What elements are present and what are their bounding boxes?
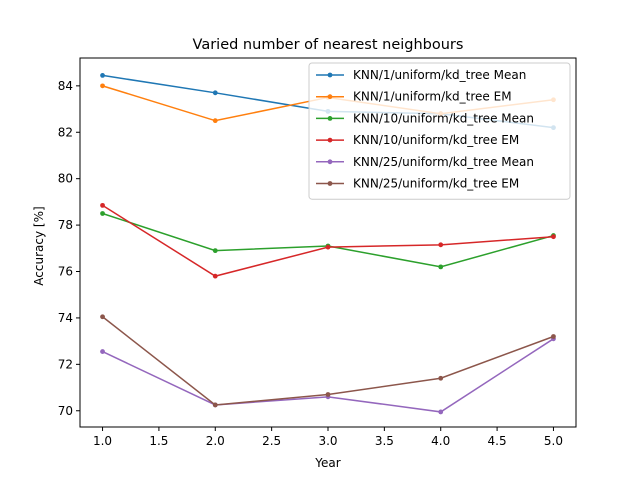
x-tick-label: 2.0 <box>206 434 225 448</box>
data-point <box>551 334 556 339</box>
y-tick-label: 70 <box>58 404 73 418</box>
series-line <box>102 212 554 268</box>
y-axis-title: Accuracy [%] <box>32 206 46 285</box>
x-axis-title: Year <box>314 456 340 470</box>
y-tick-label: 76 <box>58 265 73 279</box>
legend-swatch-marker <box>327 159 333 165</box>
legend-label: KNN/10/uniform/kd_tree EM <box>353 133 519 147</box>
legend-item: KNN/25/uniform/kd_tree Mean <box>316 155 534 169</box>
series-line <box>102 338 554 413</box>
data-point <box>438 242 444 248</box>
legend-item: KNN/1/uniform/kd_tree EM <box>316 90 512 104</box>
legend-frame <box>308 62 571 200</box>
legend-label: KNN/1/uniform/kd_tree Mean <box>353 68 526 82</box>
legend-item: KNN/10/uniform/kd_tree EM <box>316 133 519 147</box>
data-point <box>100 83 105 89</box>
legend-swatch-marker <box>327 181 333 186</box>
data-point <box>438 375 444 381</box>
y-tick-label: 78 <box>58 218 73 232</box>
y-tick-label: 74 <box>58 311 73 325</box>
legend-item: KNN/25/uniform/kd_tree EM <box>316 177 519 191</box>
legend-label: KNN/10/uniform/kd_tree Mean <box>353 111 534 125</box>
x-tick-label: 1.5 <box>149 434 168 448</box>
data-point <box>100 202 105 208</box>
data-point <box>100 349 105 354</box>
series-6 <box>100 314 556 408</box>
data-point <box>100 211 105 216</box>
x-tick-label: 3.0 <box>318 434 337 448</box>
x-tick-label: 1.0 <box>93 434 112 448</box>
series-5 <box>100 336 556 415</box>
legend-label: KNN/25/uniform/kd_tree EM <box>353 177 519 191</box>
data-point <box>212 402 218 408</box>
chart-title: Varied number of nearest neighbours <box>193 37 464 53</box>
x-tick-label: 3.5 <box>375 434 394 448</box>
x-tick-label: 5.0 <box>544 434 563 448</box>
legend-label: KNN/1/uniform/kd_tree EM <box>353 90 512 104</box>
x-tick-label: 4.5 <box>488 434 507 448</box>
series-4 <box>100 202 556 279</box>
x-tick-label: 2.5 <box>262 434 281 448</box>
data-point <box>212 273 218 279</box>
y-tick-label: 80 <box>58 172 73 186</box>
y-axis: 70 72 74 76 78 80 82 84 <box>58 79 80 418</box>
series-line <box>102 204 554 277</box>
x-tick-label: 4.0 <box>431 434 450 448</box>
data-point <box>100 73 105 78</box>
data-point <box>438 264 444 270</box>
data-point <box>325 392 331 397</box>
y-tick-label: 84 <box>58 79 73 93</box>
data-point <box>212 90 218 96</box>
data-point <box>325 244 331 250</box>
data-point <box>212 118 218 124</box>
data-point <box>438 409 444 415</box>
legend-item: KNN/1/uniform/kd_tree Mean <box>316 68 526 82</box>
legend-item: KNN/10/uniform/kd_tree Mean <box>316 111 534 125</box>
data-point <box>212 248 218 254</box>
legend-swatch-marker <box>327 72 333 78</box>
legend-swatch-marker <box>327 116 333 121</box>
legend: KNN/1/uniform/kd_tree Mean KNN/1/uniform/… <box>308 62 571 200</box>
legend-swatch-marker <box>327 137 333 143</box>
legend-swatch-marker <box>327 94 333 100</box>
series-3 <box>100 211 556 270</box>
series-line <box>102 316 554 406</box>
data-point <box>100 314 105 320</box>
legend-label: KNN/25/uniform/kd_tree Mean <box>353 155 534 169</box>
x-axis: 1.0 1.5 2.0 2.5 3.0 3.5 4.0 4.5 5.0 <box>93 427 563 448</box>
y-tick-label: 82 <box>58 125 73 139</box>
data-point <box>551 234 556 240</box>
y-tick-label: 72 <box>58 357 73 371</box>
